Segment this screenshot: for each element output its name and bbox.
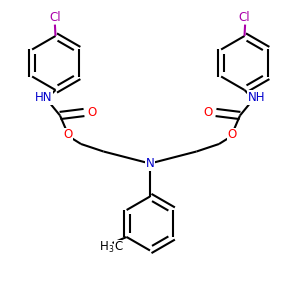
Text: HN: HN [35, 91, 52, 104]
Text: O: O [228, 128, 237, 142]
Text: H: H [100, 239, 109, 253]
Text: Cl: Cl [50, 11, 61, 24]
Text: NH: NH [248, 91, 265, 104]
Text: 3: 3 [109, 245, 113, 254]
Text: Cl: Cl [239, 11, 250, 24]
Text: O: O [63, 128, 72, 142]
Text: O: O [204, 106, 213, 119]
Text: N: N [146, 157, 154, 170]
Text: O: O [87, 106, 96, 119]
Text: C: C [114, 239, 122, 253]
